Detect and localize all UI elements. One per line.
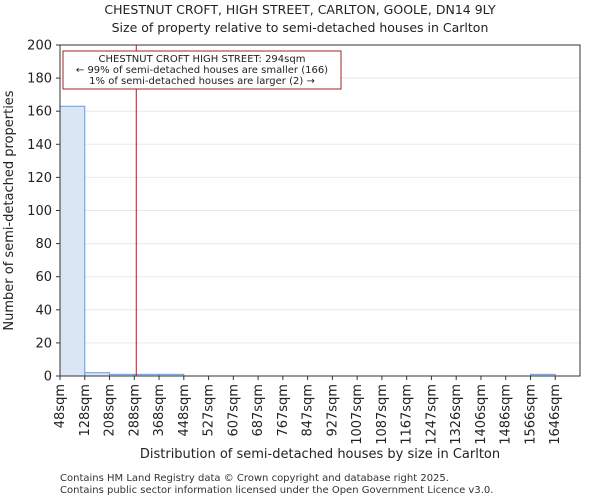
annotation-line-3: 1% of semi-detached houses are larger (2…	[89, 76, 315, 87]
chart-subtitle: Size of property relative to semi-detach…	[111, 20, 489, 35]
chart-title: CHESTNUT CROFT, HIGH STREET, CARLTON, GO…	[104, 2, 496, 17]
y-tick-label: 180	[27, 72, 52, 87]
x-tick-label: 1167sqm	[400, 384, 415, 445]
x-tick-label: 1247sqm	[424, 384, 439, 445]
x-axis-label: Distribution of semi-detached houses by …	[140, 447, 500, 462]
x-tick-label: 767sqm	[276, 384, 291, 437]
x-tick-label: 927sqm	[325, 384, 340, 437]
x-tick-label: 687sqm	[251, 384, 266, 437]
y-tick-label: 60	[35, 270, 52, 285]
y-tick-label: 120	[27, 171, 52, 186]
footer-line-1: Contains HM Land Registry data © Crown c…	[60, 473, 449, 484]
chart-area: 0 20 40 60 80 100 120 140 160 180 200 48sqm 128sqm 2…	[2, 39, 581, 462]
x-tick-label: 1566sqm	[523, 384, 538, 445]
x-tick-label: 1406sqm	[474, 384, 489, 445]
y-tick-label: 40	[35, 303, 52, 318]
x-tick-label: 208sqm	[103, 384, 118, 437]
x-tick-label: 288sqm	[127, 384, 142, 437]
x-tick-label: 1087sqm	[375, 384, 390, 445]
y-tick-label: 0	[44, 370, 52, 385]
x-tick-label: 527sqm	[202, 384, 217, 437]
x-tick-label: 607sqm	[226, 384, 241, 437]
footer-line-2: Contains public sector information licen…	[60, 485, 494, 496]
x-tick-label: 128sqm	[78, 384, 93, 437]
y-tick-label: 20	[35, 336, 52, 351]
y-axis-label: Number of semi-detached properties	[2, 90, 17, 330]
annotation-line-2: ← 99% of semi-detached houses are smalle…	[76, 65, 328, 76]
x-tick-label: 1646sqm	[548, 384, 563, 445]
y-tick-label: 160	[27, 105, 52, 120]
annotation-line-1: CHESTNUT CROFT HIGH STREET: 294sqm	[99, 54, 306, 65]
x-tick-label: 368sqm	[152, 384, 167, 437]
y-tick-label: 200	[27, 39, 52, 54]
x-tick-label: 1486sqm	[499, 384, 514, 445]
y-tick-label: 140	[27, 138, 52, 153]
x-tick-label: 1007sqm	[350, 384, 365, 445]
x-tick-label: 448sqm	[177, 384, 192, 437]
y-tick-label: 100	[27, 204, 52, 219]
annotation-box	[62, 50, 342, 90]
x-tick-label: 847sqm	[301, 384, 316, 437]
y-tick-label: 80	[35, 237, 52, 252]
x-tick-label: 1326sqm	[449, 384, 464, 445]
bar	[59, 105, 86, 377]
x-tick-label: 48sqm	[53, 384, 68, 428]
